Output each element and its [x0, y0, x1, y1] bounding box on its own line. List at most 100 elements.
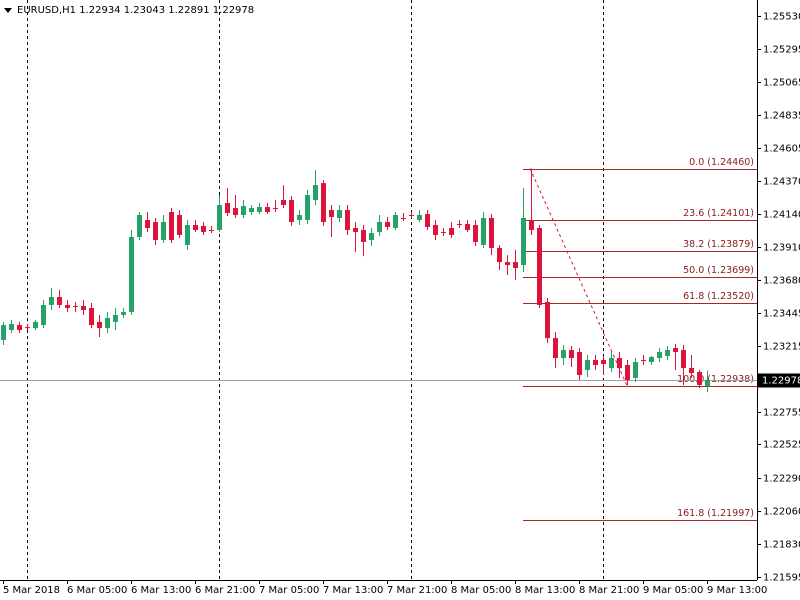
candle-body	[105, 317, 110, 329]
candle-body	[401, 217, 406, 219]
candle-body	[537, 227, 542, 305]
fib-label: 100.0 (1.22938)	[677, 374, 754, 385]
candle-body	[521, 217, 526, 266]
y-tick-label: 1.23910	[763, 243, 800, 254]
y-tick-label: 1.23445	[763, 309, 800, 320]
last-price-box	[758, 373, 800, 388]
candle-body	[1, 325, 6, 341]
x-tick-label: 9 Mar 13:00	[707, 585, 767, 596]
y-tick-label: 1.24140	[763, 210, 800, 221]
candle-body	[145, 219, 150, 228]
candle-body	[417, 215, 422, 220]
candle-body	[577, 352, 582, 375]
x-tick-label: 7 Mar 21:00	[387, 585, 447, 596]
candle-body	[193, 224, 198, 230]
candle-body	[305, 195, 310, 220]
candle-body	[689, 367, 694, 373]
candle-body	[33, 321, 38, 329]
candle-body	[481, 217, 486, 245]
candle-body	[17, 325, 22, 331]
candle-body	[249, 208, 254, 213]
candle-body	[633, 362, 638, 378]
candle-body	[113, 314, 118, 322]
candle-body	[529, 219, 534, 230]
candle-body	[361, 229, 366, 242]
x-tick-label: 8 Mar 13:00	[515, 585, 575, 596]
candle-body	[505, 262, 510, 266]
candle-body	[281, 200, 286, 206]
candle-body	[433, 224, 438, 235]
candle-body	[9, 323, 14, 331]
y-tick-label: 1.25295	[763, 45, 800, 56]
x-tick-label: 6 Mar 13:00	[131, 585, 191, 596]
candle-body	[705, 379, 710, 387]
candle-body	[585, 360, 590, 370]
candle-body	[329, 210, 334, 218]
candle-body	[265, 207, 270, 213]
candle-body	[489, 217, 494, 248]
day-separators	[27, 0, 604, 580]
fib-label: 50.0 (1.23699)	[683, 265, 754, 276]
candle-body	[697, 371, 702, 385]
candle-body	[169, 212, 174, 240]
y-tick-label: 1.25530	[763, 12, 800, 23]
candle-body	[81, 305, 86, 310]
candle-body	[129, 236, 134, 312]
y-tick-label: 1.23680	[763, 276, 800, 287]
candle-body	[353, 227, 358, 232]
x-tick-label: 7 Mar 13:00	[323, 585, 383, 596]
candle-body	[377, 221, 382, 232]
x-tick-label: 9 Mar 05:00	[643, 585, 703, 596]
candle-body	[649, 357, 654, 363]
candle-body	[57, 296, 62, 305]
candle-body	[425, 214, 430, 227]
candle-body	[73, 305, 78, 307]
fib-label: 61.8 (1.23520)	[683, 291, 754, 302]
menu-triangle[interactable]	[4, 8, 12, 13]
candle-body	[185, 224, 190, 245]
candle-body	[345, 210, 350, 230]
candle-body	[457, 223, 462, 225]
x-tick-label: 5 Mar 2018	[3, 585, 60, 596]
candle-body	[609, 358, 614, 368]
fib-label: 0.0 (1.24460)	[689, 157, 754, 168]
candle-body	[217, 205, 222, 230]
x-tick-label: 8 Mar 05:00	[451, 585, 511, 596]
candle-body	[233, 208, 238, 216]
candle-body	[545, 301, 550, 339]
candle-body	[153, 221, 158, 240]
candle-body	[41, 304, 46, 326]
candle-body	[65, 304, 70, 308]
candle-body	[449, 227, 454, 235]
candle-body	[625, 364, 630, 380]
candle-body	[209, 229, 214, 231]
candle-body	[561, 350, 566, 359]
candle-body	[681, 350, 686, 368]
candle-body	[369, 232, 374, 240]
candle-body	[257, 207, 262, 213]
candle-body	[241, 206, 246, 216]
candle-body	[393, 215, 398, 228]
candle-body	[89, 307, 94, 326]
candle-body	[321, 183, 326, 222]
candle-body	[441, 231, 446, 233]
candle-body	[473, 224, 478, 242]
candle-body	[225, 203, 230, 214]
candle-body	[337, 210, 342, 218]
candle-body	[553, 338, 558, 359]
candle-body	[273, 208, 278, 210]
y-tick-label: 1.21830	[763, 540, 800, 551]
y-tick-label: 1.22290	[763, 474, 800, 485]
x-tick-label: 7 Mar 05:00	[259, 585, 319, 596]
plot: 0.0 (1.24460) 23.6 (1.24101) 38.2 (1.23879…	[0, 157, 757, 521]
y-tick-label: 1.22525	[763, 440, 800, 451]
candle-body	[409, 215, 414, 217]
candle-body	[313, 185, 318, 201]
candle-body	[593, 360, 598, 365]
y-tick-label: 1.23215	[763, 342, 800, 353]
x-tick-label: 6 Mar 21:00	[195, 585, 255, 596]
y-tick-label: 1.22755	[763, 408, 800, 419]
fib-label: 161.8 (1.21997)	[677, 508, 754, 519]
